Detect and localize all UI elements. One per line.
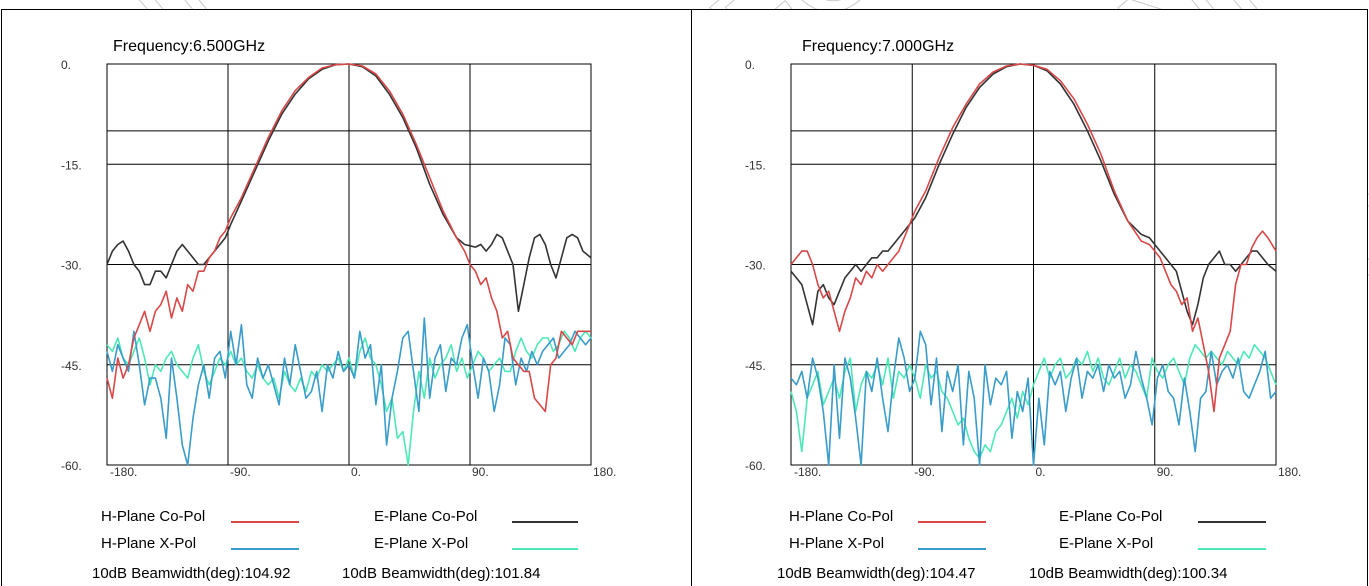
y-tick-label: 0. (61, 58, 71, 72)
series-line-h-co (790, 63, 1277, 413)
chart-panel-left: Frequency:6.500GHz -180. -90. 0. 90. 180. 0. -… (1, 9, 692, 586)
legend-label-h-co: H-Plane Co-Pol (101, 508, 206, 525)
legend-label-e-x: E-Plane X-Pol (1059, 535, 1154, 552)
x-tick-label: 0. (351, 465, 361, 479)
y-tick-label: -45. (61, 359, 82, 373)
x-tick-label: -90. (230, 465, 251, 479)
radiation-pattern-plot: -180. -90. 0. 90. 180. 0. -15. -30. -45. -60. (61, 58, 616, 479)
x-tick-label: 180. (1278, 465, 1301, 479)
series-line-h-x (790, 330, 1277, 466)
legend-label-e-x: E-Plane X-Pol (374, 535, 469, 552)
x-tick-label: 90. (1157, 465, 1174, 479)
legend-label-h-co: H-Plane Co-Pol (789, 508, 894, 525)
legend-label-e-co: E-Plane Co-Pol (374, 508, 478, 525)
beamwidth-e-plane: 10dB Beamwidth(deg):100.34 (1029, 565, 1228, 582)
series-line-e-x (790, 343, 1277, 460)
chart-title: Frequency:6.500GHz (113, 38, 266, 55)
legend-label-h-x: H-Plane X-Pol (789, 535, 885, 552)
y-tick-label: -30. (61, 259, 82, 273)
series-line-h-co (106, 63, 591, 413)
x-tick-label: 0. (1036, 465, 1046, 479)
y-tick-label: -60. (745, 459, 766, 473)
y-tick-label: -30. (745, 259, 766, 273)
legend-label-h-x: H-Plane X-Pol (101, 535, 197, 552)
x-tick-label: -180. (110, 465, 137, 479)
x-tick-label: 90. (472, 465, 489, 479)
x-tick-label: -180. (794, 465, 821, 479)
legend-label-e-co: E-Plane Co-Pol (1059, 508, 1163, 525)
legend-swatch-h-co (918, 521, 986, 523)
y-tick-label: -60. (61, 459, 82, 473)
x-tick-label: -90. (914, 465, 935, 479)
radiation-pattern-plot: -180. -90. 0. 90. 180. 0. -15. -30. -45. -60. (745, 58, 1301, 479)
legend-swatch-e-co (1198, 521, 1266, 523)
legend-swatch-e-x (512, 548, 578, 550)
legend-swatch-e-co (512, 521, 578, 523)
y-tick-label: 0. (745, 58, 755, 72)
y-tick-label: -15. (745, 158, 766, 172)
y-tick-label: -15. (61, 158, 82, 172)
series-line-e-x (106, 330, 592, 466)
legend-swatch-h-co (231, 521, 299, 523)
legend-swatch-h-x (231, 548, 299, 550)
beamwidth-h-plane: 10dB Beamwidth(deg):104.92 (92, 565, 291, 582)
beamwidth-h-plane: 10dB Beamwidth(deg):104.47 (777, 565, 976, 582)
chart-title: Frequency:7.000GHz (802, 38, 955, 55)
legend-swatch-e-x (1198, 548, 1266, 550)
x-tick-label: 180. (593, 465, 616, 479)
legend-swatch-h-x (918, 548, 986, 550)
beamwidth-e-plane: 10dB Beamwidth(deg):101.84 (342, 565, 541, 582)
y-tick-label: -45. (745, 359, 766, 373)
chart-panel-right: Frequency:7.000GHz -180. -90. 0. 90. 180. 0. -… (692, 9, 1368, 586)
